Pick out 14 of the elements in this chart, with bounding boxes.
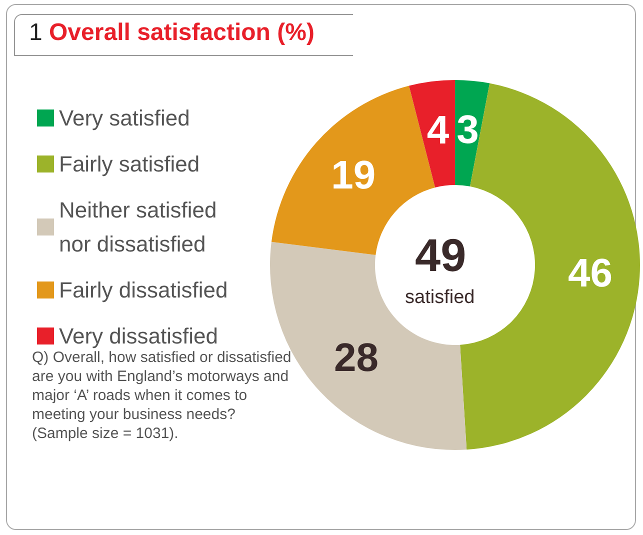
legend-label: Very satisfied bbox=[59, 106, 190, 130]
text: satisfied bbox=[405, 287, 475, 308]
data-label: 19 bbox=[331, 153, 376, 198]
legend-label: Neither satisfied nor dissatisfied bbox=[59, 198, 223, 256]
data-label: 28 bbox=[334, 336, 378, 380]
data-label: 3 bbox=[456, 108, 479, 152]
data-label: 4 bbox=[426, 108, 450, 153]
text: 49 bbox=[415, 229, 466, 281]
data-label: 46 bbox=[568, 252, 612, 296]
legend-label: Fairly satisfied bbox=[59, 152, 200, 176]
legend-label: Very dissatisfied bbox=[59, 324, 218, 348]
text: Q) Overall, how satisfied or dissatisfied are you with England’s motorways and major ‘A’ roads when it comes to meeting your business needs? (Sample size = 1031). bbox=[32, 348, 292, 443]
legend-label: Fairly dissatisfied bbox=[59, 278, 228, 302]
chart-title: 1 Overall satisfaction (%) bbox=[29, 19, 314, 46]
